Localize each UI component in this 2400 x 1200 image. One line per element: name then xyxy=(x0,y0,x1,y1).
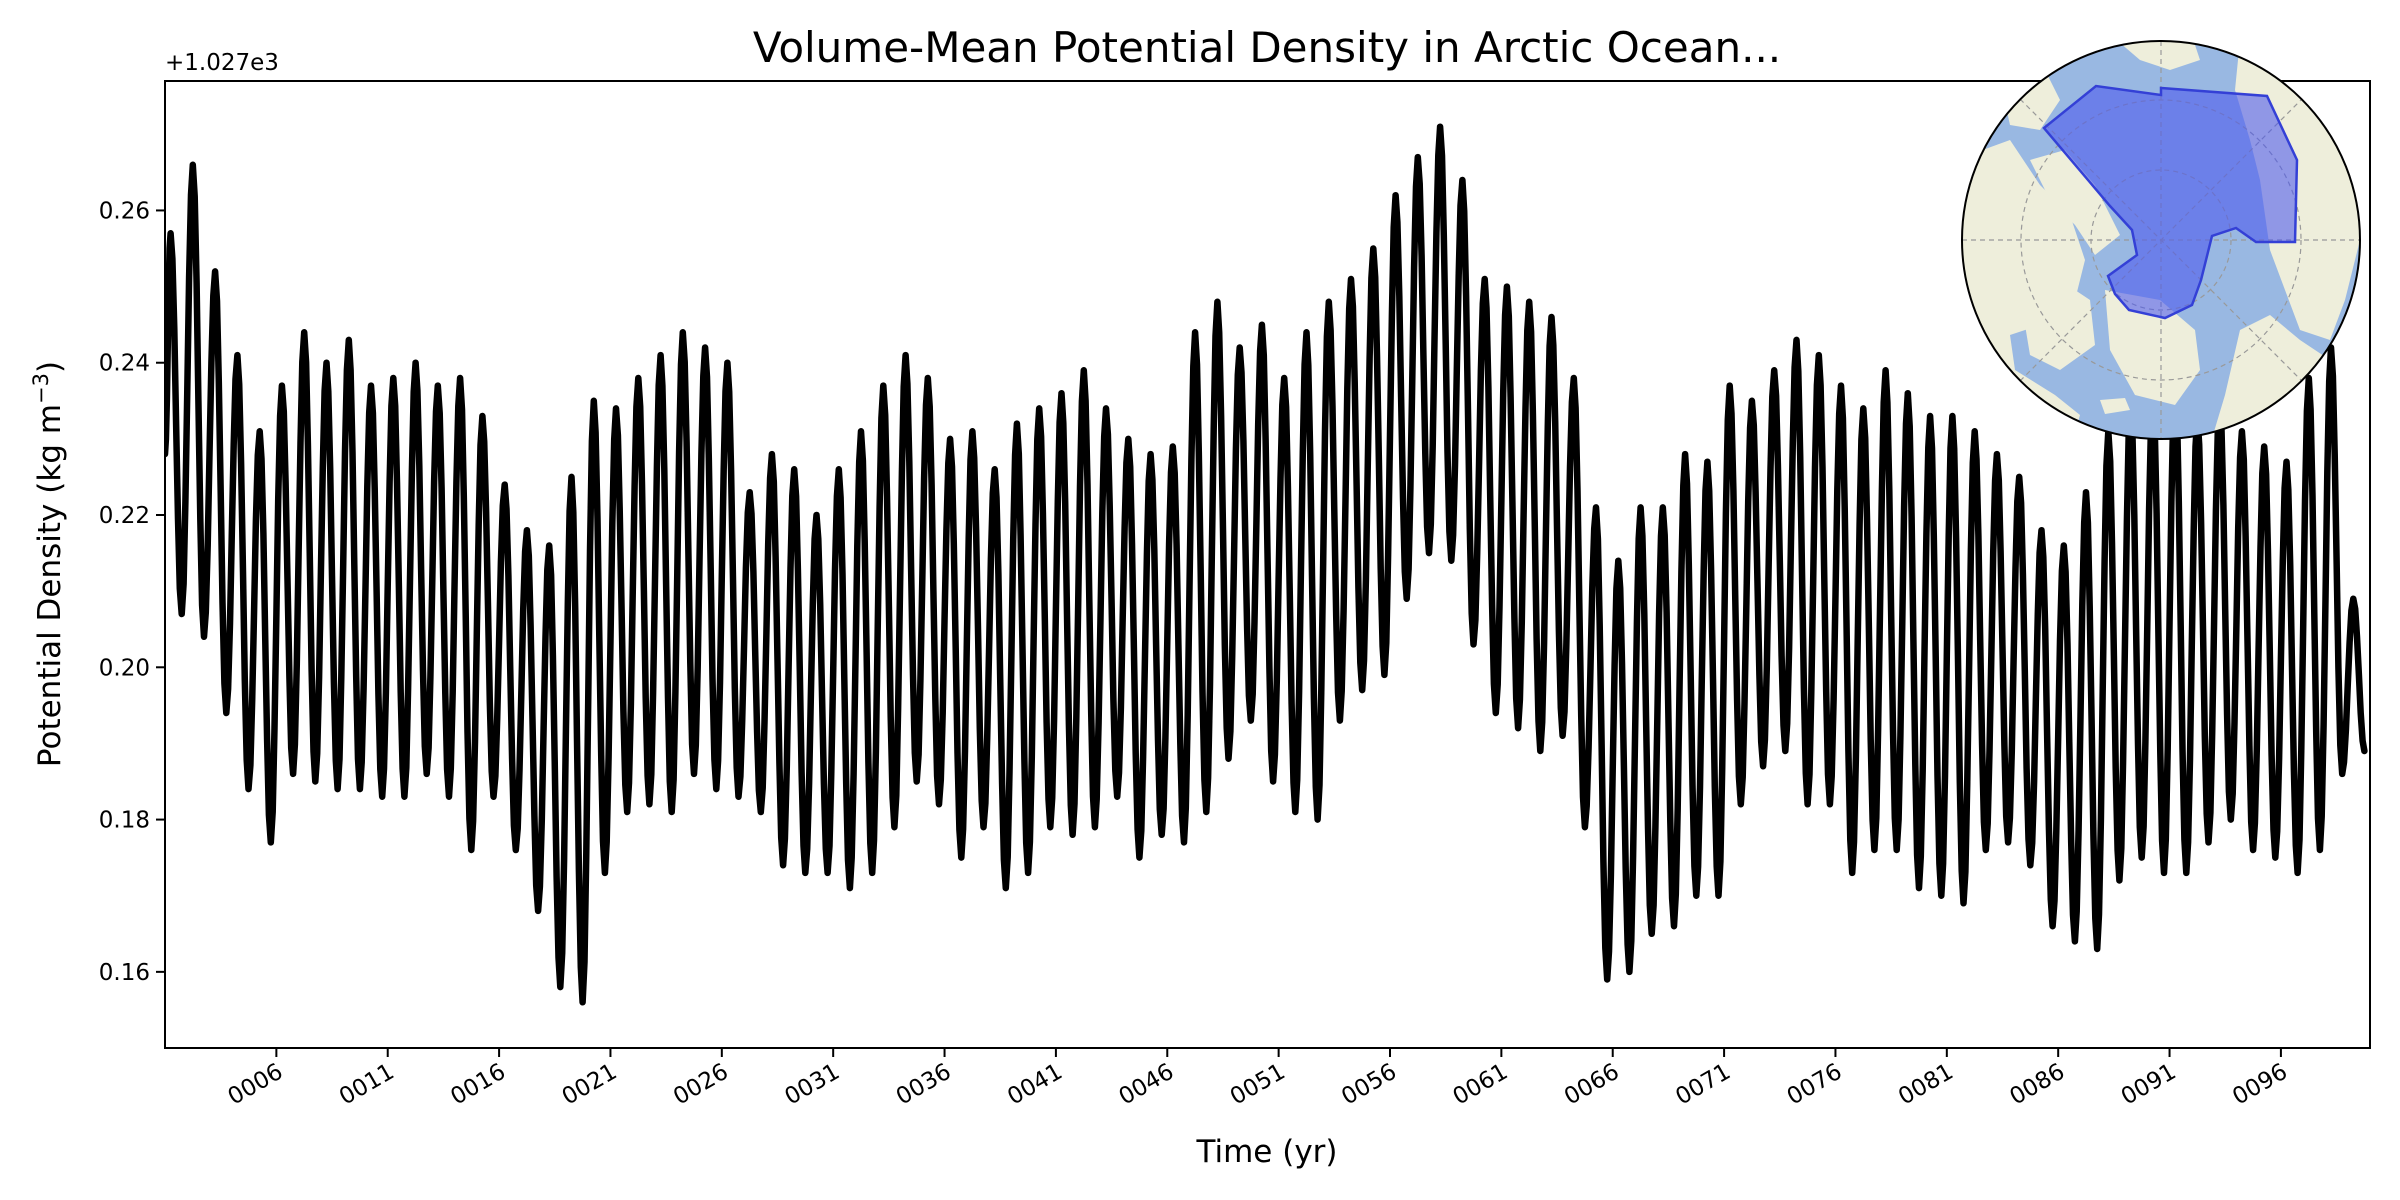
x-tick-label: 0026 xyxy=(669,1059,733,1111)
x-tick-label: 0061 xyxy=(1449,1059,1513,1111)
land-iceland xyxy=(2100,398,2130,414)
x-tick-label: 0076 xyxy=(1783,1059,1847,1111)
x-tick-label: 0051 xyxy=(1226,1059,1290,1111)
land-siberia-north xyxy=(2105,41,2200,70)
y-axis: 0.16 0.18 0.20 0.22 0.24 0.26 xyxy=(99,198,165,986)
map-land xyxy=(1962,41,2360,439)
y-tick-label: 0.26 xyxy=(99,198,150,224)
x-axis-label: Time (yr) xyxy=(1196,1134,1338,1170)
y-offset-label: +1.027e3 xyxy=(165,50,279,76)
arctic-region-inset-map xyxy=(1961,40,2361,440)
y-tick-label: 0.22 xyxy=(99,503,150,529)
plot-frame xyxy=(164,80,2371,1049)
x-tick-label: 0041 xyxy=(1003,1059,1067,1111)
arctic-ocean-region-outline xyxy=(2042,84,2299,320)
x-tick-label: 0066 xyxy=(1560,1059,1624,1111)
y-axis-label-main: Potential Density (kg m xyxy=(32,404,68,767)
x-tick-label: 0091 xyxy=(2117,1059,2181,1111)
x-tick-label: 0036 xyxy=(892,1059,956,1111)
y-axis-label-exponent: −3 xyxy=(29,373,53,404)
x-tick-label: 0046 xyxy=(1115,1059,1179,1111)
y-tick-label: 0.18 xyxy=(99,808,150,834)
land-canadian-islands xyxy=(2030,150,2120,255)
land-hudson-region xyxy=(2020,280,2095,370)
chart-title: Volume-Mean Potential Density in Arctic … xyxy=(753,23,1781,72)
x-tick-label: 0011 xyxy=(335,1059,399,1111)
y-tick-label: 0.16 xyxy=(99,960,150,986)
x-tick-label: 0096 xyxy=(2228,1059,2292,1111)
x-tick-label: 0021 xyxy=(558,1059,622,1111)
density-series-line xyxy=(165,123,2368,1006)
x-tick-label: 0081 xyxy=(1894,1059,1958,1111)
y-tick-label: 0.20 xyxy=(99,655,150,681)
y-axis-label: Potential Density (kg m−3) xyxy=(29,361,68,767)
x-tick-label: 0086 xyxy=(2005,1059,2069,1111)
x-tick-label: 0071 xyxy=(1671,1059,1735,1111)
x-axis: 0006 0011 0016 0021 0026 0031 0036 0041 0046 0051… xyxy=(224,1048,2292,1110)
map-border xyxy=(1961,40,2361,440)
y-tick-label: 0.24 xyxy=(99,351,150,377)
x-tick-label: 0056 xyxy=(1337,1059,1401,1111)
x-tick-label: 0006 xyxy=(224,1059,288,1111)
x-tick-label: 0031 xyxy=(780,1059,844,1111)
y-axis-label-close: ) xyxy=(32,361,68,373)
x-tick-label: 0016 xyxy=(446,1059,510,1111)
